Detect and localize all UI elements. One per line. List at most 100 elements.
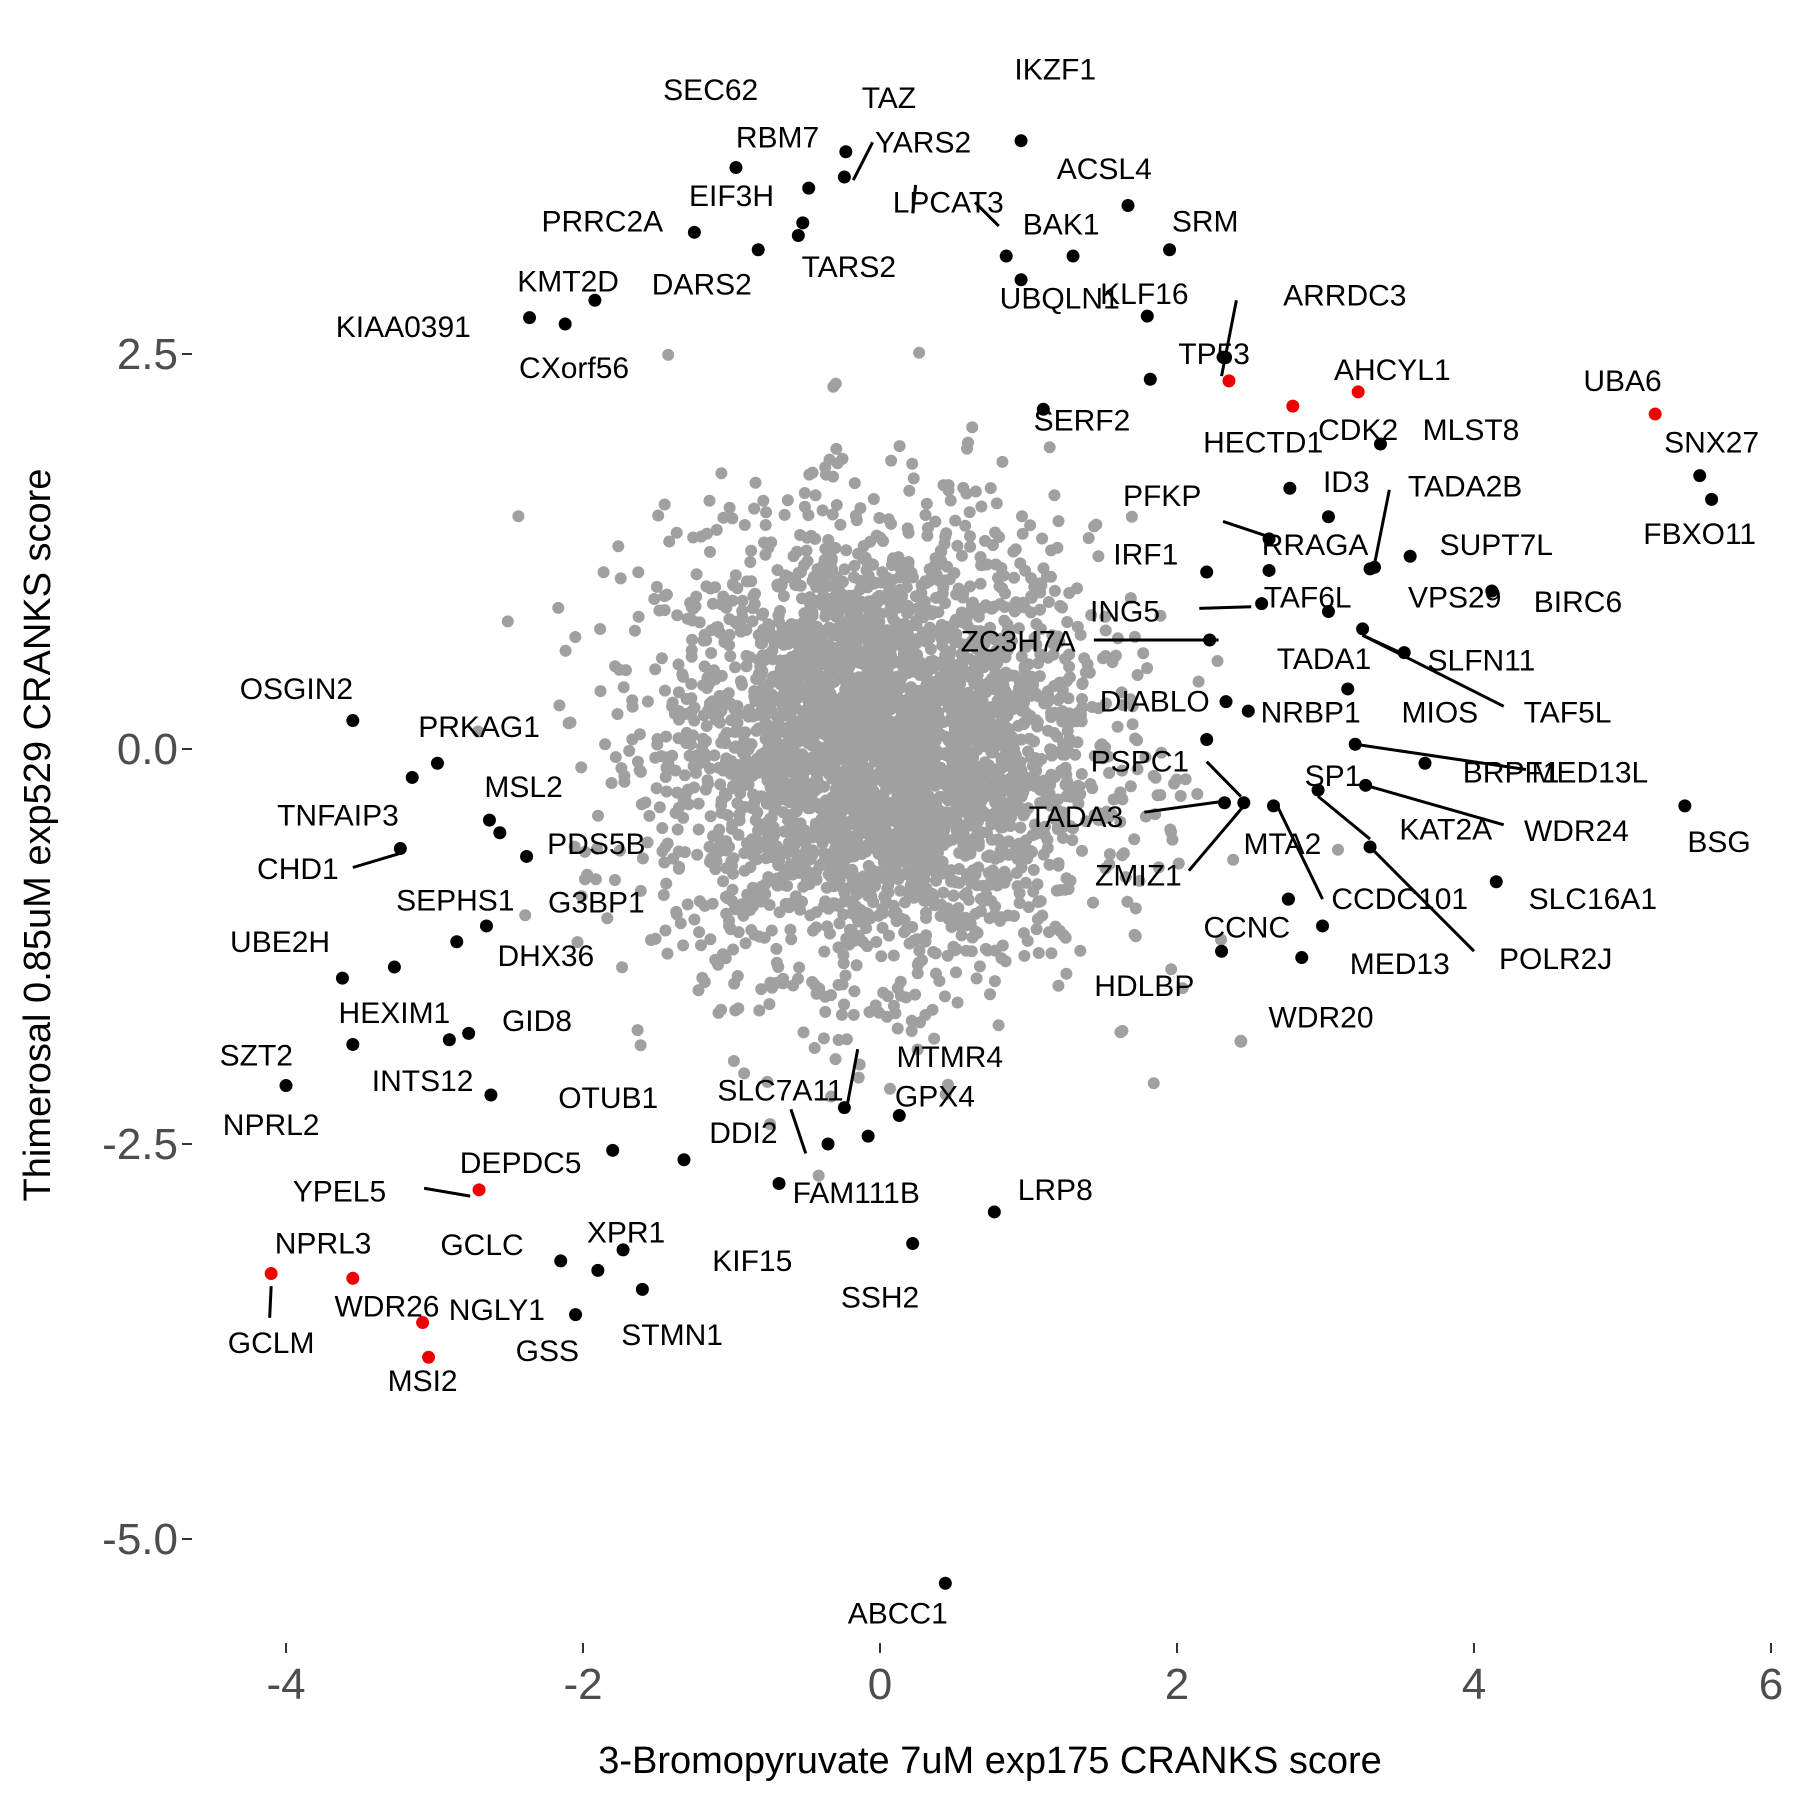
background-point [715, 806, 728, 819]
background-point [727, 780, 740, 792]
background-point [649, 663, 662, 676]
data-point-szt2 [346, 1037, 360, 1051]
gene-label-ing5: ING5 [1090, 596, 1160, 629]
background-point [720, 862, 733, 875]
background-point [1043, 441, 1056, 454]
background-point [993, 580, 1006, 593]
background-point [901, 774, 914, 787]
data-point-med13l [1348, 737, 1362, 751]
background-point [816, 683, 829, 696]
background-point [1055, 764, 1068, 777]
background-point [693, 895, 706, 908]
background-point [715, 1003, 728, 1016]
background-point [601, 912, 614, 925]
background-point [849, 731, 862, 744]
background-point [747, 892, 759, 905]
background-point [847, 712, 860, 725]
background-point [590, 842, 603, 855]
data-point-snx27 [1693, 469, 1707, 483]
data-point-ddi2 [772, 1177, 786, 1190]
data-point-sec62 [729, 161, 743, 175]
gene-label-kiaa0391: KIAA0391 [336, 311, 471, 344]
background-point [900, 991, 913, 1004]
background-point [594, 685, 607, 698]
x-tick-label: -2 [563, 1660, 602, 1709]
background-point [695, 939, 707, 952]
background-point [553, 699, 566, 712]
data-point-g3bp1 [479, 919, 493, 933]
background-point [938, 990, 951, 1003]
background-point [1111, 632, 1124, 645]
background-point [1052, 793, 1064, 806]
data-point-tp53 [1222, 374, 1236, 388]
gene-label-rbm7: RBM7 [736, 122, 819, 155]
gene-label-taf5l: TAF5L [1524, 697, 1612, 730]
background-point [828, 899, 841, 912]
background-point [726, 883, 739, 896]
background-point [704, 810, 717, 823]
background-point [691, 848, 704, 861]
background-point [843, 923, 856, 936]
gene-label-polr2j: POLR2J [1499, 943, 1612, 976]
gene-label-kat2a: KAT2A [1399, 814, 1492, 847]
data-point-ypel5 [472, 1183, 486, 1197]
background-point [656, 845, 669, 858]
background-point [817, 846, 830, 859]
background-point [1041, 842, 1054, 854]
background-point [792, 830, 805, 843]
background-point [772, 855, 785, 868]
data-point-mtmr4 [837, 1101, 851, 1115]
background-point [881, 990, 894, 1003]
gene-label-hectd1: HECTD1 [1203, 426, 1323, 459]
background-point [955, 715, 968, 728]
background-point [670, 526, 683, 539]
background-point [614, 572, 627, 585]
data-point-hexim1 [387, 960, 401, 974]
background-point [1124, 780, 1137, 793]
gene-label-dars2: DARS2 [652, 268, 752, 301]
gene-label-ccdc101: CCDC101 [1331, 883, 1468, 916]
background-point [916, 806, 929, 819]
background-point [869, 999, 882, 1012]
background-point [1047, 648, 1060, 661]
gene-label-dhx36: DHX36 [498, 940, 595, 973]
background-point [989, 526, 1002, 539]
background-point [793, 753, 806, 766]
background-point [933, 772, 946, 785]
gene-label-cdk2: CDK2 [1318, 414, 1398, 447]
background-point [823, 579, 836, 592]
background-point [779, 758, 792, 771]
background-point [818, 554, 831, 566]
leader-line [1317, 795, 1372, 841]
data-point-wdr24 [1359, 778, 1373, 792]
background-point [942, 479, 955, 492]
background-point [1076, 678, 1089, 691]
background-point [825, 1090, 838, 1103]
background-point [805, 739, 818, 752]
background-point [864, 868, 877, 881]
background-point [1001, 709, 1014, 722]
background-point [760, 702, 772, 715]
background-point [594, 623, 607, 635]
background-point [887, 654, 900, 667]
background-point [674, 917, 687, 930]
background-point [803, 468, 816, 481]
background-point [854, 502, 867, 515]
background-point [893, 571, 906, 584]
background-point [672, 686, 685, 699]
y-tick-label: 0.0 [117, 725, 178, 774]
background-point [928, 828, 940, 841]
background-point [670, 905, 683, 918]
leader-line [845, 1048, 860, 1105]
background-point [1072, 797, 1085, 810]
background-point [720, 752, 733, 765]
background-point [840, 544, 853, 557]
background-point [841, 831, 854, 844]
background-point [613, 844, 626, 857]
background-point [1044, 743, 1057, 756]
background-point [893, 440, 906, 453]
data-point-kat2a [1363, 840, 1377, 854]
background-point [1103, 848, 1116, 861]
background-point [886, 554, 899, 567]
background-point [939, 530, 952, 543]
